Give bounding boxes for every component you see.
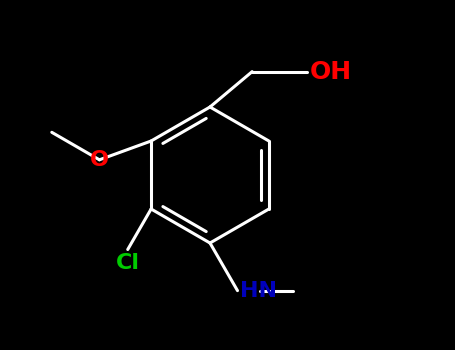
- Text: HN: HN: [239, 281, 277, 301]
- Text: Cl: Cl: [116, 253, 140, 273]
- Text: O: O: [90, 150, 109, 170]
- Text: OH: OH: [310, 60, 352, 84]
